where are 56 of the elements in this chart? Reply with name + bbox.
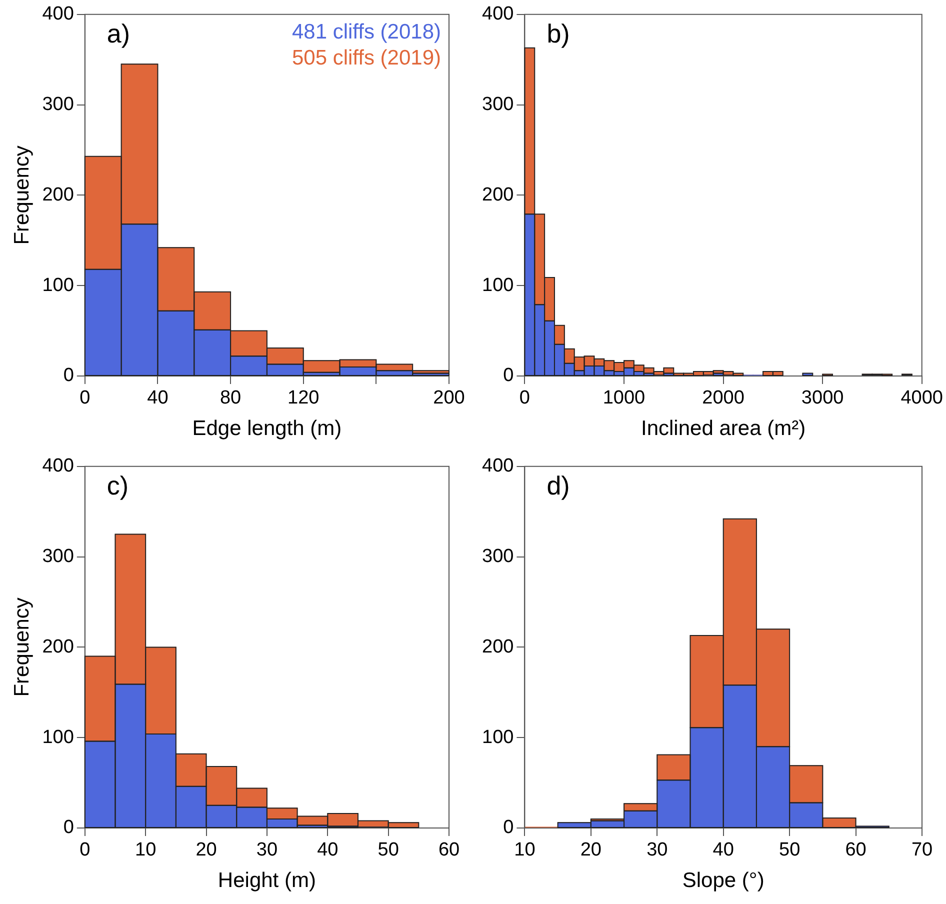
y-axis-title: Frequency [10, 145, 34, 245]
y-tick-label: 300 [482, 94, 514, 116]
x-tick-label: 40 [147, 388, 168, 409]
y-tick-label: 200 [482, 184, 514, 206]
x-tick-label: 30 [256, 840, 278, 861]
y-tick-label: 0 [63, 365, 74, 386]
x-tick-label: 120 [288, 388, 320, 409]
y-tick-label: 0 [503, 365, 514, 386]
text: 481 cliffs (2018) [292, 20, 441, 44]
y-tick-label: 300 [42, 546, 74, 568]
y-tick-label: 400 [482, 4, 514, 25]
x-axis-title: Slope (°) [682, 869, 764, 892]
annotation: b) [546, 18, 570, 49]
annotation: d) [546, 470, 570, 501]
x-tick-label: 0 [519, 388, 530, 409]
y-tick-label: 100 [42, 274, 74, 296]
y-tick-label: 100 [482, 274, 514, 296]
y-tick-label: 100 [42, 726, 74, 748]
x-tick-label: 60 [845, 840, 866, 861]
y-tick-label: 100 [482, 726, 514, 748]
x-tick-label: 20 [196, 840, 217, 861]
annotation: c) [106, 470, 129, 501]
y-tick-label: 300 [42, 94, 74, 116]
x-tick-label: 3000 [801, 388, 844, 409]
y-tick-label: 0 [63, 817, 74, 838]
annotation: a) [106, 18, 130, 49]
x-tick-label: 20 [580, 840, 602, 861]
x-tick-label: 50 [378, 840, 399, 861]
x-tick-label: 50 [778, 840, 800, 861]
x-tick-label: 40 [712, 840, 734, 861]
y-tick-label: 400 [482, 456, 514, 477]
x-tick-label: 200 [433, 388, 465, 409]
x-tick-label: 2000 [702, 388, 744, 409]
x-tick-label: 40 [317, 840, 338, 861]
y-axis-title: Frequency [10, 597, 34, 697]
x-axis-title: Inclined area (m²) [641, 417, 806, 440]
y-tick-label: 400 [42, 4, 74, 25]
x-tick-label: 70 [911, 840, 933, 861]
x-tick-label: 1000 [602, 388, 646, 409]
y-tick-label: 200 [42, 184, 74, 206]
x-tick-label: 10 [514, 840, 536, 861]
y-tick-label: 400 [42, 456, 74, 477]
x-axis-title: Edge length (m) [192, 417, 342, 440]
y-tick-label: 200 [482, 636, 514, 658]
x-axis-title: Height (m) [218, 869, 316, 892]
x-tick-label: 60 [438, 840, 460, 861]
y-tick-label: 0 [503, 817, 514, 838]
x-tick-label: 30 [646, 840, 668, 861]
y-tick-label: 300 [482, 546, 514, 568]
x-tick-label: 4000 [900, 388, 944, 409]
x-tick-label: 10 [135, 840, 156, 861]
x-tick-label: 0 [80, 388, 90, 409]
x-tick-label: 80 [220, 388, 242, 409]
text: 505 cliffs (2019) [292, 46, 441, 70]
y-tick-label: 200 [42, 636, 74, 658]
x-tick-label: 0 [80, 840, 90, 861]
